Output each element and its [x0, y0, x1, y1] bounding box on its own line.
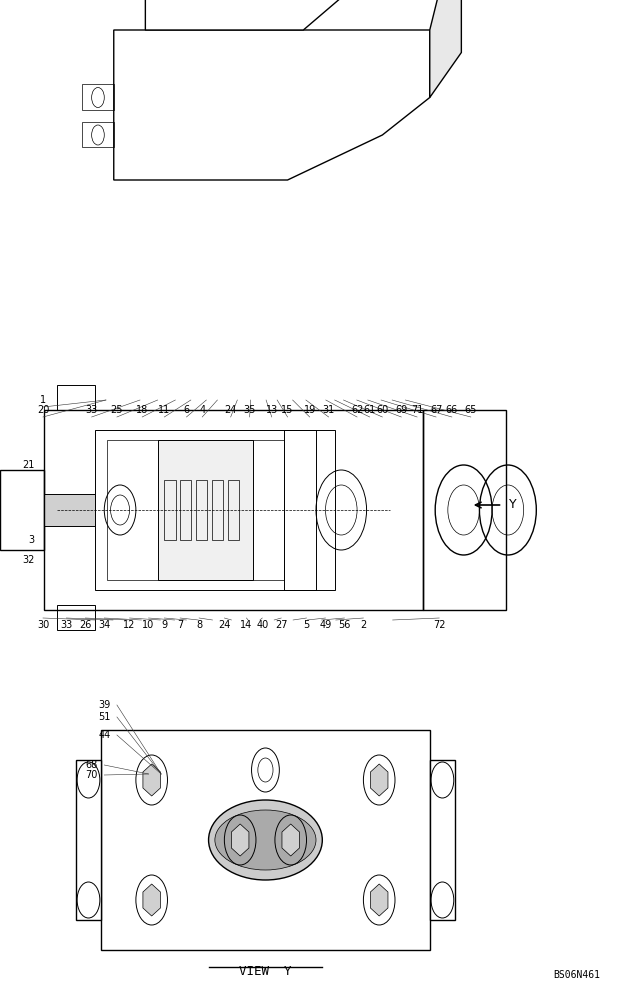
Bar [158, 440, 253, 580]
Text: 40: 40 [256, 620, 269, 630]
Polygon shape [430, 0, 461, 98]
Text: 20: 20 [37, 405, 49, 415]
Text: 19: 19 [303, 405, 316, 415]
Text: 7: 7 [177, 620, 183, 630]
Text: 8: 8 [196, 620, 202, 630]
Text: 62: 62 [351, 405, 363, 415]
Text: 61: 61 [363, 405, 376, 415]
Text: 33: 33 [85, 405, 98, 415]
Text: 30: 30 [37, 620, 49, 630]
Polygon shape [76, 760, 101, 920]
Text: 24: 24 [218, 620, 231, 630]
Text: 33: 33 [60, 620, 73, 630]
Bar [44, 410, 423, 610]
Bar [164, 480, 176, 540]
Text: 68: 68 [86, 760, 98, 770]
Ellipse shape [215, 810, 316, 870]
Text: 14: 14 [240, 620, 253, 630]
Bar [212, 480, 223, 540]
Bar [82, 122, 114, 147]
Text: 32: 32 [22, 555, 35, 565]
Text: BS06N461: BS06N461 [554, 970, 600, 980]
Text: 13: 13 [265, 405, 278, 415]
Text: 18: 18 [136, 405, 149, 415]
Text: 15: 15 [281, 405, 294, 415]
Text: 39: 39 [99, 700, 111, 710]
Text: 6: 6 [183, 405, 190, 415]
Text: 9: 9 [161, 620, 167, 630]
Text: 56: 56 [338, 620, 351, 630]
Polygon shape [231, 824, 249, 856]
Text: 11: 11 [158, 405, 171, 415]
Polygon shape [145, 0, 430, 30]
Polygon shape [370, 884, 388, 916]
Text: 70: 70 [85, 770, 98, 780]
Text: 24: 24 [224, 405, 237, 415]
Bar [180, 480, 191, 540]
Text: 2: 2 [360, 620, 367, 630]
Text: 49: 49 [319, 620, 332, 630]
Text: 71: 71 [411, 405, 423, 415]
Polygon shape [430, 760, 455, 920]
Bar [0, 470, 44, 550]
Bar [82, 85, 114, 109]
Text: 1: 1 [40, 395, 46, 405]
Bar [95, 430, 316, 590]
Text: 67: 67 [430, 405, 442, 415]
Bar [228, 480, 239, 540]
Polygon shape [143, 764, 161, 796]
Bar [44, 494, 95, 526]
Text: 21: 21 [22, 460, 35, 470]
Ellipse shape [209, 800, 322, 880]
Bar [107, 440, 284, 580]
Polygon shape [370, 764, 388, 796]
Polygon shape [114, 30, 430, 180]
Text: 31: 31 [322, 405, 335, 415]
Text: 44: 44 [99, 730, 111, 740]
Text: 4: 4 [199, 405, 205, 415]
Bar [423, 410, 506, 610]
Text: 27: 27 [275, 620, 288, 630]
Polygon shape [282, 824, 300, 856]
Text: VIEW  Y: VIEW Y [239, 965, 292, 978]
Text: 5: 5 [303, 620, 310, 630]
Text: Y: Y [509, 498, 516, 512]
Text: 12: 12 [123, 620, 136, 630]
Text: 66: 66 [446, 405, 458, 415]
Text: 72: 72 [433, 620, 446, 630]
Text: 34: 34 [98, 620, 111, 630]
Polygon shape [143, 884, 161, 916]
Text: 10: 10 [142, 620, 155, 630]
Text: 25: 25 [111, 405, 123, 415]
Bar [57, 385, 95, 410]
Text: 65: 65 [465, 405, 477, 415]
Bar [284, 430, 335, 590]
Text: 35: 35 [243, 405, 256, 415]
Bar [196, 480, 207, 540]
Text: 60: 60 [376, 405, 389, 415]
Bar [101, 730, 430, 950]
Text: 51: 51 [98, 712, 111, 722]
Text: 69: 69 [395, 405, 408, 415]
Text: 3: 3 [28, 535, 35, 545]
Bar [57, 605, 95, 630]
Text: 26: 26 [79, 620, 92, 630]
